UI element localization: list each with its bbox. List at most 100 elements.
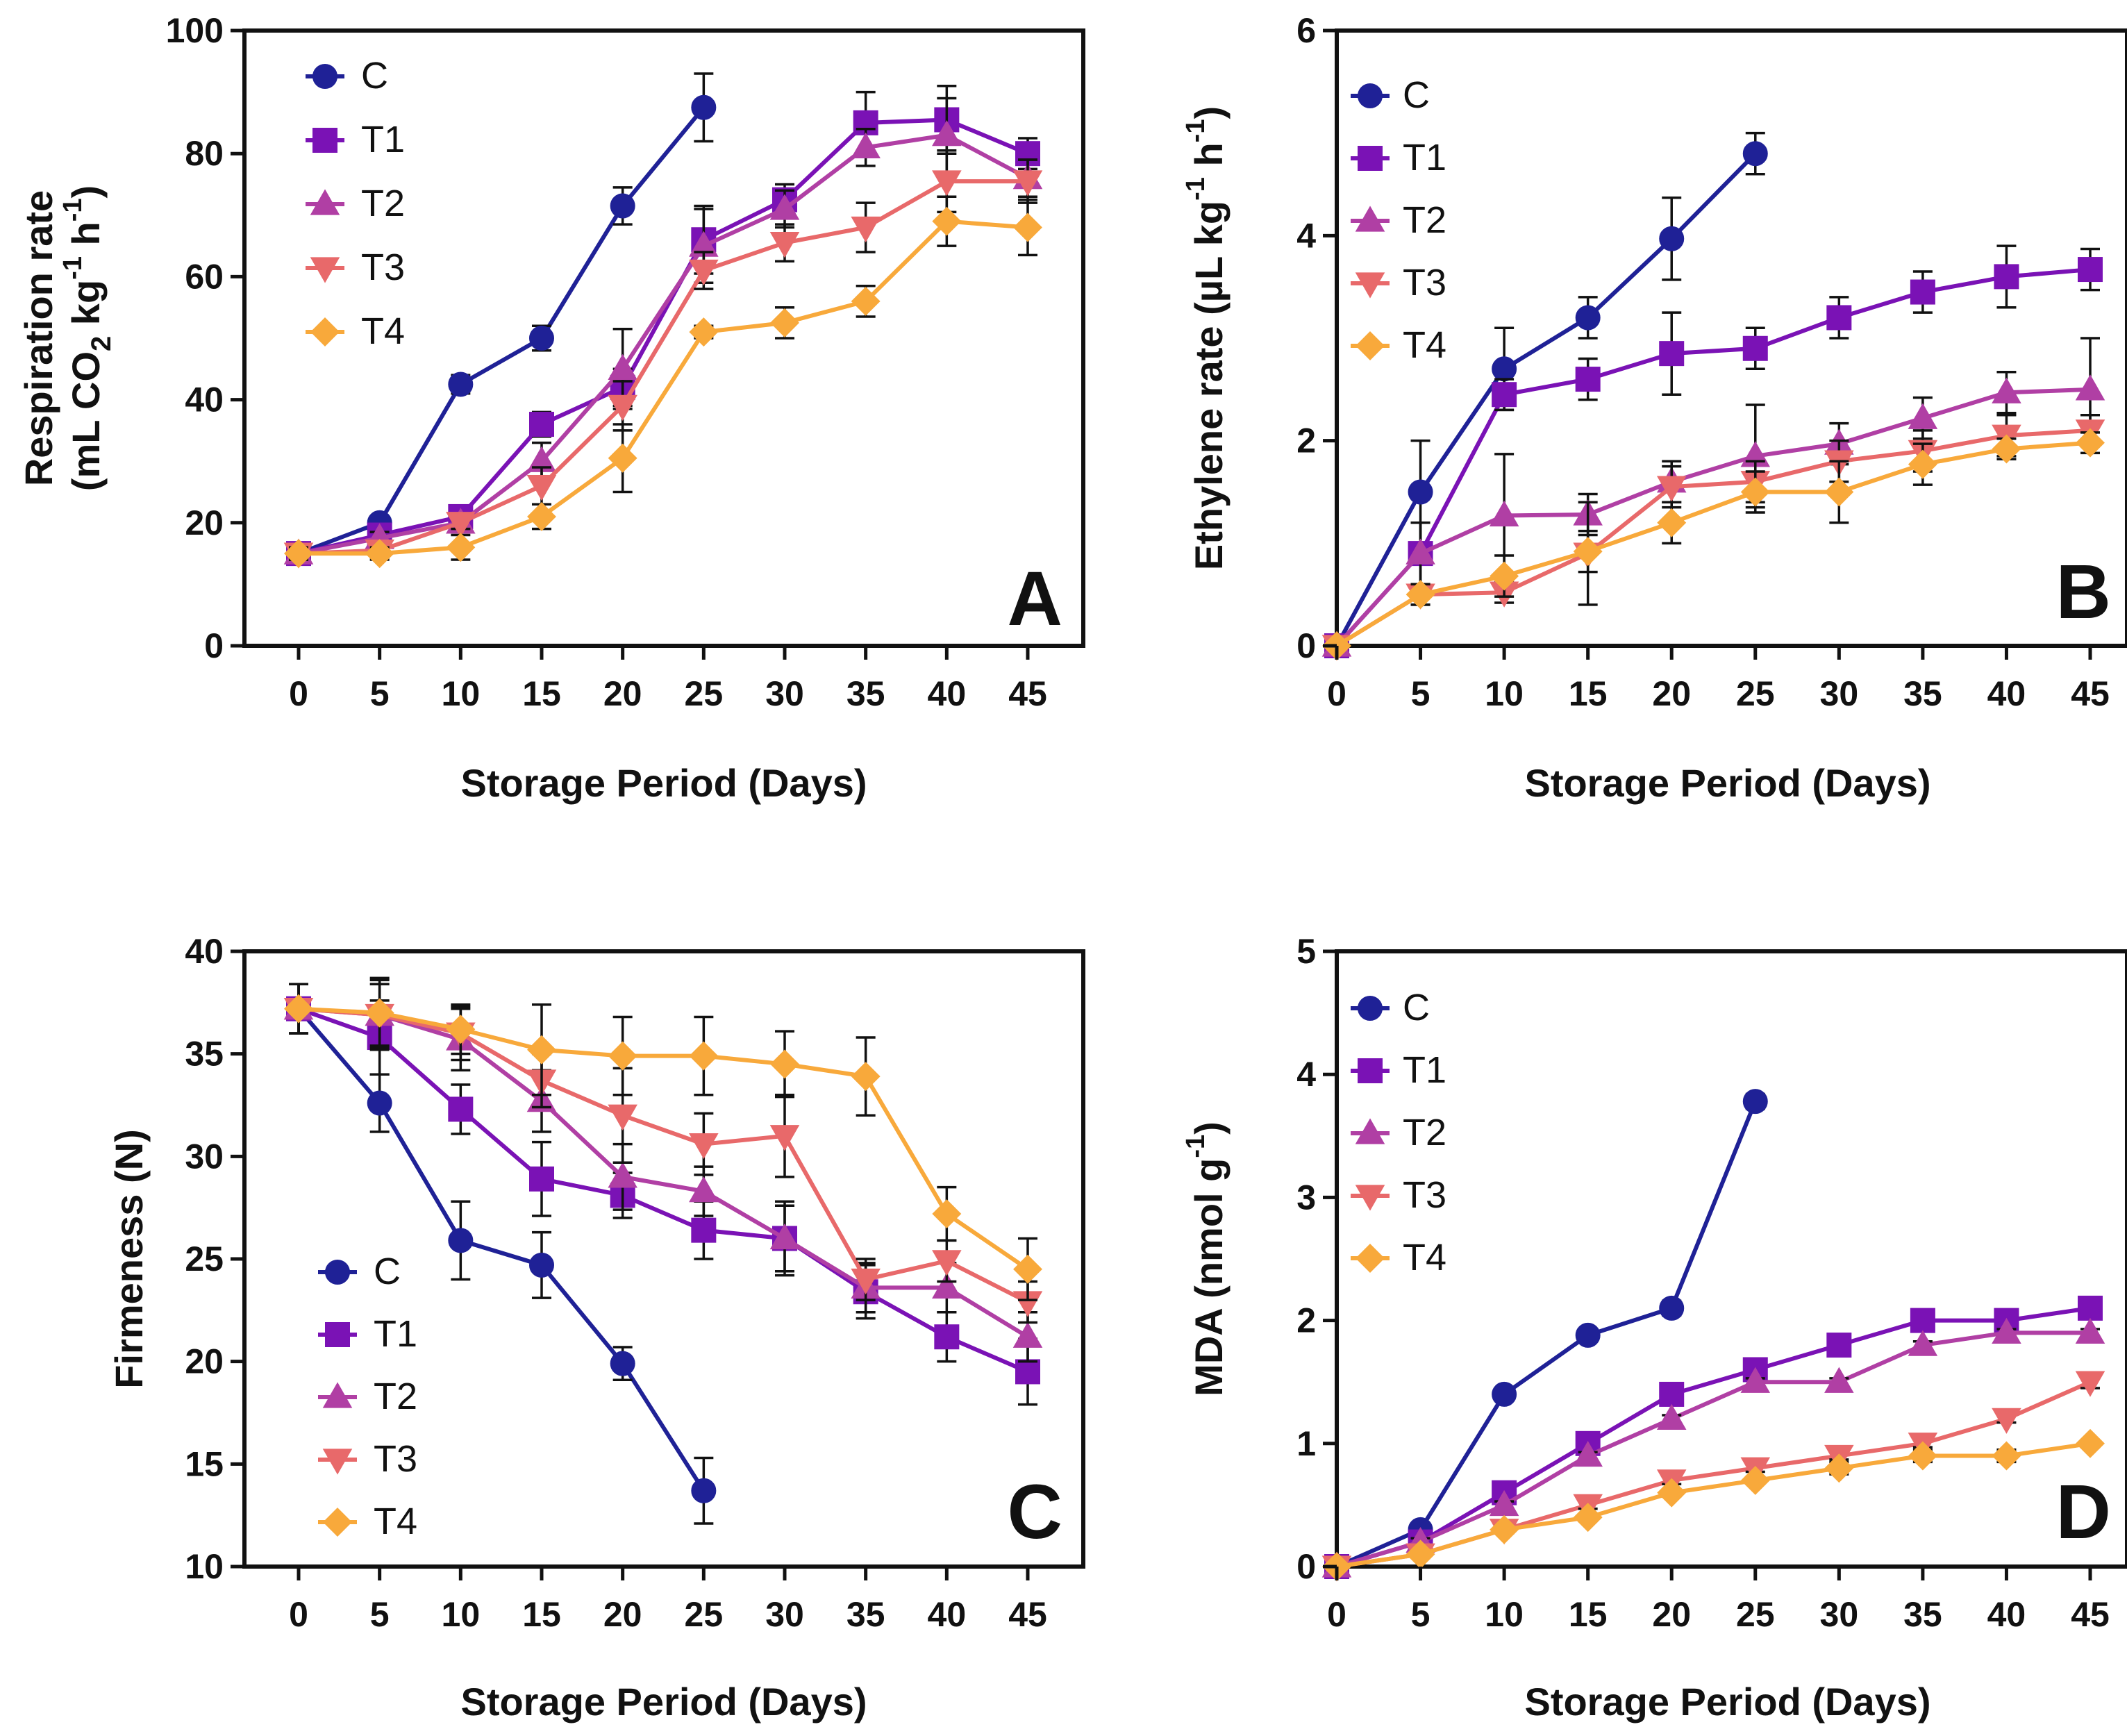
- panel-c-x-tick-label: 45: [1008, 1595, 1047, 1634]
- panel-a-x-tick-label: 10: [442, 674, 481, 713]
- panel-a-legend-marker-t4: [310, 317, 340, 347]
- panel-d-y-tick-label: 4: [1296, 1055, 1316, 1094]
- panel-a-point-t4: [365, 539, 394, 569]
- panel-b-x-tick-label: 15: [1569, 674, 1608, 713]
- panel-d-point-t4: [1573, 1503, 1603, 1533]
- panel-a-legend-swatch-t2: [306, 189, 344, 215]
- panel-c-x-tick-label: 10: [442, 1595, 481, 1634]
- panel-b-point-t1: [1575, 367, 1601, 392]
- panel-b-point-t1: [1492, 382, 1517, 408]
- panel-b-point-t1: [1994, 264, 2019, 290]
- panel-a-point-t4: [770, 308, 799, 337]
- panel-b-y-tick-label: 6: [1296, 11, 1316, 50]
- panel-a-legend-label-t4: T4: [361, 310, 405, 352]
- panel-d-point-t2: [2075, 1317, 2105, 1344]
- panel-c-line-c: [297, 1007, 706, 1492]
- panel-b-point-t4: [1657, 508, 1687, 537]
- panel-a-ylabel-line1: Respiration rate: [17, 190, 60, 486]
- panel-c-series-t4: [284, 976, 1042, 1301]
- panel-a-y-tick-label: 100: [166, 11, 224, 50]
- panel-d-y-tick-label: 2: [1296, 1301, 1316, 1340]
- panel-d-x-tick-label: 10: [1485, 1595, 1524, 1634]
- panel-a: 0 20 40 60 80 100 0 5 10 15 20 25 30 35 40 45 C T1 T2 T…: [17, 11, 1085, 805]
- panel-d-legend-swatch-t2: [1351, 1118, 1390, 1144]
- panel-c-legend-marker-t4: [323, 1508, 352, 1537]
- panel-b-point-t1: [1826, 305, 1852, 331]
- panel-b-xlabel: Storage Period (Days): [1524, 761, 1930, 805]
- panel-b-point-c: [1742, 141, 1768, 167]
- panel-a-x-tick-label: 40: [928, 674, 967, 713]
- panel-b-ticks: 0 2 4 6 0 5 10 15 20 25 30 35 40 45: [1296, 11, 2110, 713]
- panel-d-xlabel: Storage Period (Days): [1524, 1680, 1930, 1724]
- panel-c-x-tick-label: 0: [289, 1595, 308, 1634]
- panel-a-legend-label-t3: T3: [361, 247, 405, 288]
- panel-a-point-t4: [608, 443, 637, 473]
- panel-a-point-c: [529, 326, 554, 351]
- panel-d-legend-marker-t4: [1356, 1244, 1385, 1273]
- panel-b-legend: C T1 T2 T3 T4: [1403, 74, 1446, 366]
- panel-a-legend-marker-t2: [310, 189, 340, 215]
- panel-b-legend-swatch-t2: [1351, 206, 1390, 232]
- panel-d-point-t4: [1740, 1465, 1770, 1495]
- panel-a-point-c: [610, 193, 635, 219]
- panel-b-legend-swatch-c: [1351, 83, 1390, 108]
- panel-d-legend: C T1 T2 T3 T4: [1403, 987, 1446, 1278]
- panel-d-letter: D: [2056, 1469, 2111, 1555]
- panel-b-y-tick-label: 4: [1296, 216, 1316, 255]
- panel-d-legend-label-t4: T4: [1403, 1237, 1446, 1278]
- panel-d-point-t4: [2076, 1428, 2105, 1458]
- panel-a-x-tick-label: 0: [289, 674, 308, 713]
- panel-c-series: [283, 976, 1043, 1525]
- panel-c-legend-label-t4: T4: [374, 1501, 417, 1542]
- panel-c-point-t4: [284, 994, 313, 1024]
- panel-a-point-t3: [446, 512, 476, 538]
- panel-d-point-t2: [1573, 1440, 1603, 1467]
- panel-c-letter: C: [1008, 1469, 1062, 1555]
- panel-c-point-t3: [932, 1250, 962, 1276]
- panel-c-point-t3: [851, 1268, 881, 1295]
- panel-d-point-c: [1659, 1295, 1685, 1321]
- panel-b-legend-marker-t1: [1358, 146, 1383, 171]
- panel-a-letter: A: [1008, 556, 1062, 642]
- panel-b-line-c: [1335, 152, 1757, 647]
- panel-b-legend-label-t4: T4: [1403, 324, 1446, 366]
- panel-a-legend-marker-c: [312, 64, 337, 89]
- panel-a-point-t4: [1013, 212, 1042, 242]
- panel-b-point-c: [1492, 356, 1517, 382]
- panel-b-x-tick-label: 40: [1987, 674, 2026, 713]
- panel-d-y-tick-label: 1: [1296, 1424, 1316, 1463]
- panel-b-legend-label-t2: T2: [1403, 199, 1446, 241]
- panel-b-line-t1: [1335, 267, 2091, 648]
- panel-c-legend-label-t2: T2: [374, 1376, 417, 1417]
- panel-d-y-tick-label: 5: [1296, 932, 1316, 971]
- panel-d-point-t1: [1826, 1333, 1852, 1358]
- panel-a-legend-swatch-t1: [306, 128, 344, 153]
- panel-d-point-t2: [1824, 1367, 1854, 1393]
- panel-c-legend-label-t3: T3: [374, 1438, 417, 1480]
- panel-a-legend-label-c: C: [361, 55, 388, 97]
- panel-b-point-t4: [1740, 477, 1770, 507]
- panel-b-point-t4: [1490, 561, 1519, 591]
- panel-a-legend: C T1 T2 T3 T4: [361, 55, 405, 352]
- panel-c-point-t1: [691, 1217, 717, 1243]
- panel-c-point-t4: [446, 1015, 476, 1044]
- panel-c-x-tick-label: 20: [603, 1595, 642, 1634]
- panel-d-ylabel-line2: MDA (nmol g-1): [1181, 1121, 1231, 1396]
- panel-d-x-tick-label: 40: [1987, 1595, 2026, 1634]
- panel-a-point-t2: [769, 194, 800, 220]
- panel-b-legend-swatch-t4: [1351, 331, 1390, 360]
- panel-c-point-t4: [770, 1049, 799, 1079]
- panel-b-letter: B: [2056, 549, 2111, 635]
- panel-a-point-t3: [689, 259, 719, 286]
- panel-a-x-tick-label: 5: [370, 674, 390, 713]
- panel-b-point-t4: [1824, 477, 1854, 507]
- panel-b-y-tick-label: 0: [1296, 626, 1316, 665]
- panel-c-line-t4: [298, 1006, 1029, 1271]
- panel-b-point-t4: [1908, 449, 1937, 479]
- panel-d-legend-swatch-c: [1351, 996, 1390, 1021]
- panel-c-x-tick-label: 15: [522, 1595, 561, 1634]
- panel-a-x-tick-label: 25: [685, 674, 724, 713]
- panel-a-point-c: [691, 94, 717, 120]
- panel-b-x-tick-label: 35: [1903, 674, 1942, 713]
